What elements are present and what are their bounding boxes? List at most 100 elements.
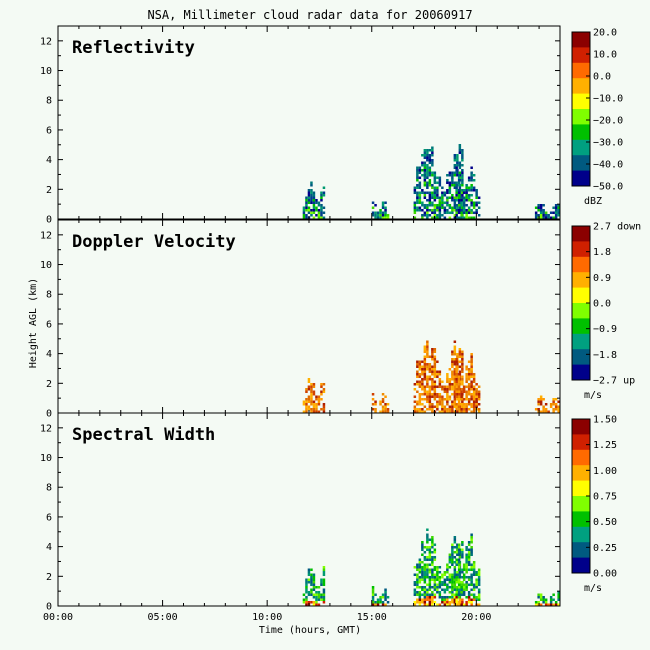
echo-cell xyxy=(461,184,464,187)
echo-cell xyxy=(315,398,318,401)
echo-cell xyxy=(458,571,462,574)
echo-cell xyxy=(428,586,432,589)
echo-cell xyxy=(472,598,476,601)
echo-cell xyxy=(461,556,464,559)
colorbar-tick-label: 0.25 xyxy=(593,543,617,554)
echo-cell xyxy=(374,400,377,403)
echo-cell xyxy=(544,403,548,406)
echo-cell xyxy=(320,211,323,214)
echo-cell xyxy=(436,571,439,574)
echo-cell xyxy=(465,583,468,586)
echo-cell xyxy=(371,596,375,599)
echo-cell xyxy=(418,596,422,599)
echo-cell xyxy=(470,194,473,197)
echo-cell xyxy=(453,156,457,159)
echo-cell xyxy=(465,561,468,564)
echo-cell xyxy=(467,548,471,551)
echo-cell xyxy=(423,149,427,152)
echo-cell xyxy=(436,206,439,209)
echo-cell xyxy=(446,601,449,604)
echo-cell xyxy=(544,603,548,606)
echo-cell xyxy=(457,583,461,586)
echo-cell xyxy=(416,209,419,212)
echo-cell xyxy=(453,603,457,606)
echo-cell xyxy=(305,588,308,591)
echo-cell xyxy=(547,603,550,606)
echo-cell xyxy=(421,553,424,556)
echo-cell xyxy=(421,576,424,579)
echo-cell xyxy=(379,211,382,214)
echo-cell xyxy=(438,395,442,398)
echo-cell xyxy=(310,189,313,192)
echo-cell xyxy=(542,214,545,217)
echo-cell xyxy=(465,184,468,187)
echo-cell xyxy=(455,601,458,604)
echo-cell xyxy=(431,543,434,546)
echo-cell xyxy=(436,588,439,591)
echo-cell xyxy=(457,174,461,177)
echo-cell xyxy=(441,214,444,217)
echo-cell xyxy=(465,398,468,401)
echo-cell xyxy=(461,149,464,152)
echo-cell xyxy=(539,410,543,413)
echo-cell xyxy=(470,588,473,591)
echo-cell xyxy=(477,603,481,606)
echo-cell xyxy=(423,563,427,566)
echo-cell xyxy=(322,573,326,576)
echo-cell xyxy=(456,353,459,356)
echo-cell xyxy=(381,601,385,604)
echo-cell xyxy=(413,601,417,604)
echo-cell xyxy=(448,586,452,589)
echo-cell xyxy=(451,209,454,212)
echo-cell xyxy=(552,403,555,406)
echo-cell xyxy=(413,588,417,591)
colorbar-segment xyxy=(572,124,590,141)
echo-cell xyxy=(539,204,543,207)
echo-cell xyxy=(557,211,560,214)
echo-cell xyxy=(426,343,429,346)
echo-cell xyxy=(310,196,313,199)
echo-cell xyxy=(451,385,454,388)
echo-cell xyxy=(312,216,316,219)
echo-cell xyxy=(416,581,419,584)
echo-cell xyxy=(472,563,476,566)
echo-cell xyxy=(438,206,442,209)
echo-cell xyxy=(381,596,385,599)
y-tick-label: 4 xyxy=(46,155,52,166)
echo-cell xyxy=(457,596,461,599)
echo-cell xyxy=(413,593,417,596)
echo-cell xyxy=(428,209,432,212)
echo-cell xyxy=(537,214,540,217)
echo-cell xyxy=(458,171,462,174)
echo-cell xyxy=(423,398,427,401)
echo-cell xyxy=(457,546,461,549)
echo-cell xyxy=(456,398,459,401)
echo-cell xyxy=(472,571,476,574)
echo-cell xyxy=(467,593,471,596)
echo-cell xyxy=(446,603,449,606)
y-axis-label: Height AGL (km) xyxy=(28,278,39,368)
echo-cell xyxy=(457,400,461,403)
echo-cell xyxy=(426,380,429,383)
echo-cell xyxy=(421,403,424,406)
echo-cell xyxy=(552,410,555,413)
echo-cell xyxy=(453,360,457,363)
echo-cell xyxy=(460,586,463,589)
echo-cell xyxy=(421,385,424,388)
echo-cell xyxy=(423,410,427,413)
echo-cell xyxy=(428,593,432,596)
echo-cell xyxy=(307,201,311,204)
echo-cell xyxy=(441,400,444,403)
echo-cell xyxy=(433,581,437,584)
echo-cell xyxy=(453,154,457,157)
echo-cell xyxy=(467,209,471,212)
echo-cell xyxy=(472,561,476,564)
echo-cell xyxy=(416,598,419,601)
echo-cell xyxy=(381,593,385,596)
echo-cell xyxy=(312,410,316,413)
echo-cell xyxy=(426,536,429,539)
echo-cell xyxy=(458,146,462,149)
echo-cell xyxy=(554,403,558,406)
echo-cell xyxy=(322,405,326,408)
